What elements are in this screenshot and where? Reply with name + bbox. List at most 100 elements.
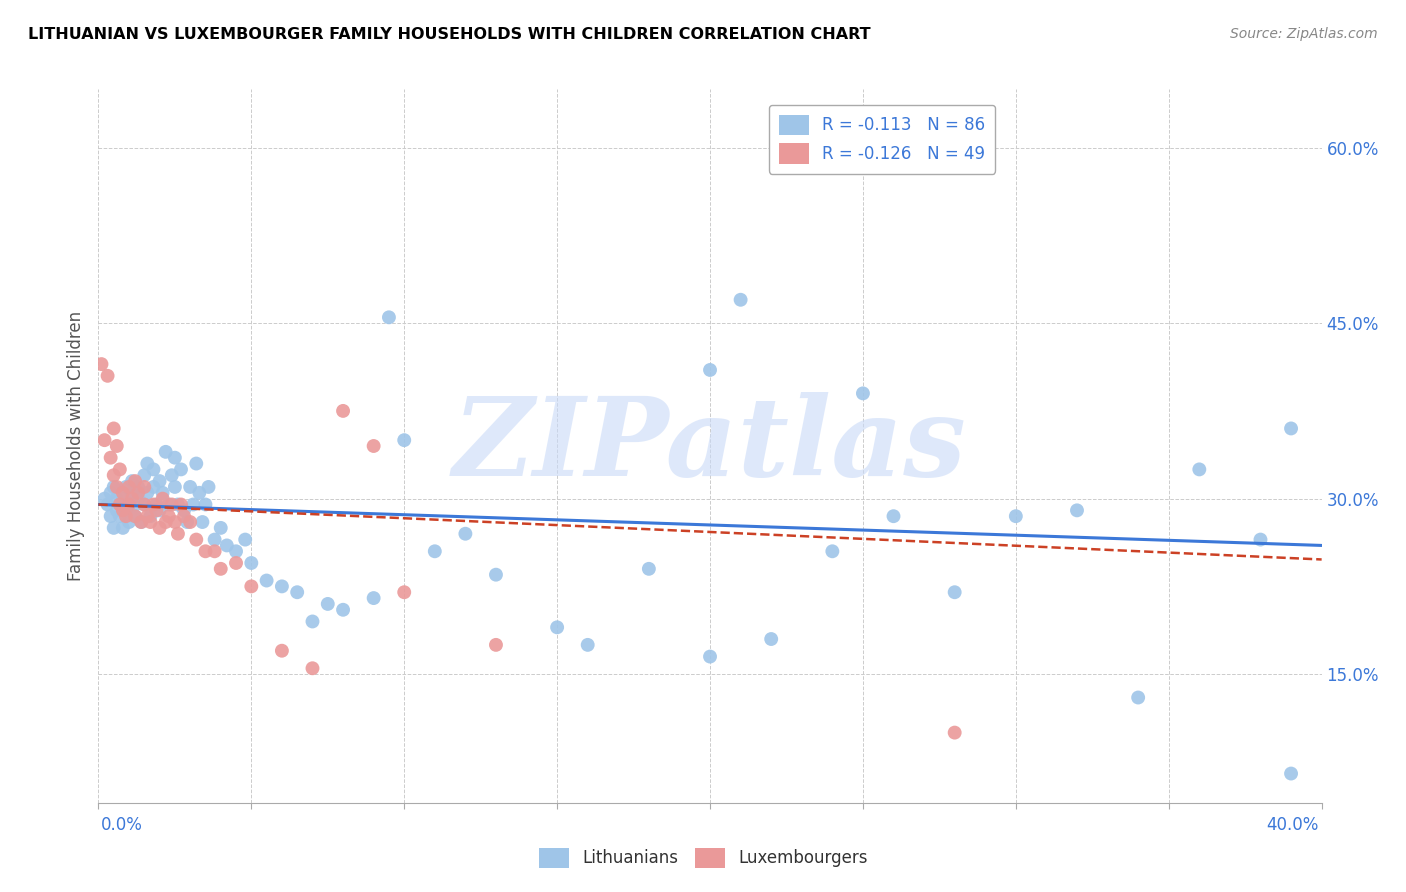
Point	[163, 515, 186, 529]
Point	[730, 293, 752, 307]
Point	[240, 579, 263, 593]
Point	[285, 585, 308, 599]
Text: ZIPatlas: ZIPatlas	[453, 392, 967, 500]
Point	[191, 515, 214, 529]
Point	[167, 498, 190, 512]
Point	[332, 404, 354, 418]
Point	[699, 363, 721, 377]
Point	[93, 433, 115, 447]
Point	[157, 498, 180, 512]
Point	[852, 386, 875, 401]
Point	[105, 503, 128, 517]
Point	[170, 462, 193, 476]
Point	[145, 503, 167, 517]
Point	[240, 556, 263, 570]
Point	[176, 515, 198, 529]
Point	[155, 445, 177, 459]
Point	[118, 498, 141, 512]
Point	[225, 556, 247, 570]
Point	[127, 480, 149, 494]
Point	[1128, 690, 1150, 705]
Point	[1188, 462, 1211, 476]
Point	[105, 480, 128, 494]
Point	[188, 485, 211, 500]
Point	[194, 498, 217, 512]
Point	[124, 474, 146, 488]
Point	[163, 480, 186, 494]
Point	[179, 480, 201, 494]
Point	[170, 498, 193, 512]
Point	[215, 538, 238, 552]
Text: 40.0%: 40.0%	[1267, 816, 1319, 834]
Point	[204, 533, 226, 547]
Point	[103, 521, 125, 535]
Point	[821, 544, 844, 558]
Point	[197, 480, 219, 494]
Point	[115, 509, 138, 524]
Point	[181, 498, 204, 512]
Point	[423, 544, 446, 558]
Point	[363, 439, 385, 453]
Point	[136, 457, 159, 471]
Point	[152, 485, 174, 500]
Point	[142, 480, 165, 494]
Point	[637, 562, 661, 576]
Point	[127, 491, 149, 506]
Point	[121, 485, 143, 500]
Point	[108, 498, 131, 512]
Point	[392, 433, 416, 447]
Point	[129, 515, 152, 529]
Point	[179, 515, 201, 529]
Point	[111, 491, 134, 506]
Point	[139, 509, 162, 524]
Point	[546, 620, 568, 634]
Point	[100, 450, 122, 465]
Point	[139, 515, 162, 529]
Point	[1004, 509, 1026, 524]
Point	[186, 533, 208, 547]
Point	[149, 521, 172, 535]
Point	[100, 509, 122, 524]
Point	[134, 468, 156, 483]
Text: LITHUANIAN VS LUXEMBOURGER FAMILY HOUSEHOLDS WITH CHILDREN CORRELATION CHART: LITHUANIAN VS LUXEMBOURGER FAMILY HOUSEH…	[28, 27, 870, 42]
Point	[173, 503, 195, 517]
Point	[233, 533, 256, 547]
Point	[883, 509, 905, 524]
Point	[111, 503, 134, 517]
Point	[1066, 503, 1088, 517]
Point	[100, 485, 122, 500]
Point	[485, 638, 508, 652]
Point	[108, 509, 131, 524]
Point	[157, 509, 180, 524]
Point	[115, 503, 138, 517]
Point	[163, 450, 186, 465]
Point	[111, 521, 134, 535]
Point	[576, 638, 599, 652]
Point	[118, 480, 141, 494]
Point	[316, 597, 339, 611]
Point	[155, 515, 177, 529]
Point	[127, 485, 149, 500]
Point	[204, 544, 226, 558]
Point	[118, 515, 141, 529]
Point	[118, 498, 141, 512]
Point	[256, 574, 278, 588]
Point	[301, 615, 323, 629]
Point	[173, 509, 195, 524]
Point	[209, 521, 232, 535]
Text: Source: ZipAtlas.com: Source: ZipAtlas.com	[1230, 27, 1378, 41]
Point	[103, 421, 125, 435]
Point	[124, 509, 146, 524]
Point	[363, 591, 385, 605]
Point	[759, 632, 782, 646]
Point	[1279, 421, 1302, 435]
Point	[142, 462, 165, 476]
Text: 0.0%: 0.0%	[101, 816, 143, 834]
Point	[90, 357, 112, 371]
Point	[392, 585, 416, 599]
Point	[149, 474, 172, 488]
Point	[943, 725, 966, 739]
Point	[93, 491, 115, 506]
Point	[136, 485, 159, 500]
Point	[121, 491, 143, 506]
